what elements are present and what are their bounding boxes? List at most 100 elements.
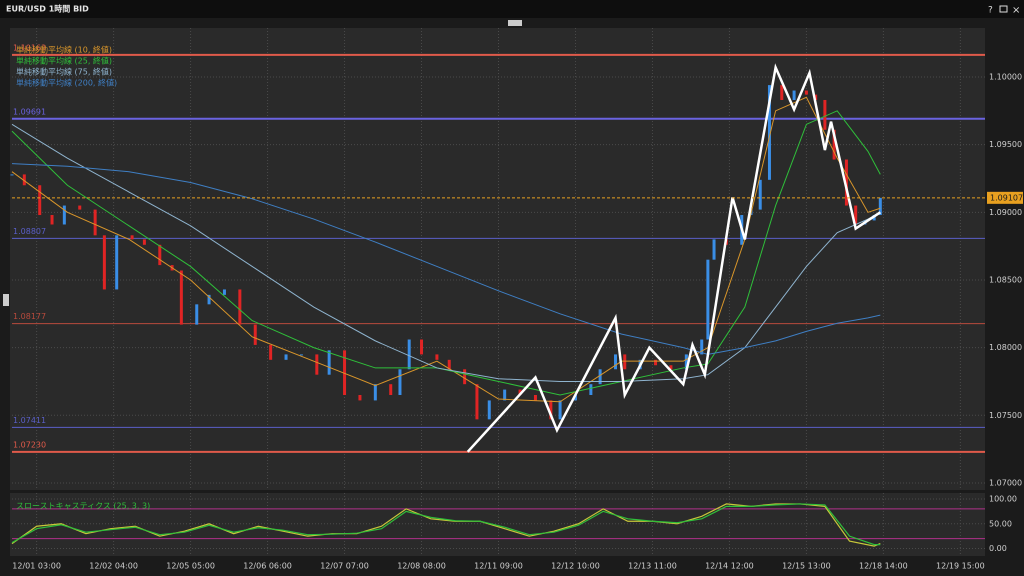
candle — [142, 239, 146, 245]
candle — [558, 400, 562, 420]
candle — [878, 197, 882, 216]
x-tick-label: 12/01 03:00 — [12, 562, 61, 571]
x-tick-label: 12/19 15:00 — [936, 562, 985, 571]
candle — [130, 235, 134, 240]
candle — [93, 209, 97, 236]
candle — [854, 205, 858, 225]
main-plot — [10, 28, 985, 490]
candle — [343, 350, 347, 396]
level-label: 1.08177 — [13, 312, 46, 321]
close-button[interactable]: × — [1012, 5, 1020, 16]
y-tick-label: 1.09500 — [989, 140, 1022, 149]
candle — [598, 369, 602, 385]
candle — [844, 159, 848, 206]
candle — [623, 354, 627, 370]
candle — [758, 179, 762, 210]
candle — [832, 129, 836, 160]
candle — [78, 205, 82, 210]
candle — [700, 339, 704, 355]
side-toggle[interactable] — [3, 294, 9, 306]
candle — [195, 304, 199, 325]
candle — [533, 395, 537, 401]
stoch-title: スローストキャスティクス (25, 3, 3) — [16, 502, 150, 511]
y-tick-label: 1.10000 — [989, 72, 1022, 81]
candle — [10, 174, 14, 176]
candle — [222, 289, 226, 295]
candle — [447, 359, 451, 370]
x-tick-label: 12/13 11:00 — [628, 562, 677, 571]
candle — [518, 389, 522, 396]
candle — [269, 344, 273, 360]
x-tick-label: 12/07 07:00 — [320, 562, 369, 571]
candle — [158, 244, 162, 266]
candle — [654, 359, 658, 366]
legend-label: 単純移動平均線 (25, 終値) — [16, 56, 112, 66]
candle — [22, 174, 26, 186]
level-label: 1.10163 — [13, 43, 46, 52]
candle — [475, 384, 479, 420]
level-label: 1.07230 — [13, 440, 46, 449]
current-price-box — [987, 191, 1023, 204]
moving-average-line — [11, 96, 881, 403]
window-title: EUR/USD 1時間 BID — [6, 4, 89, 14]
level-label: 1.07411 — [13, 416, 46, 425]
y-tick-label: 1.09000 — [989, 208, 1022, 217]
maximize-button[interactable] — [999, 5, 1008, 13]
y-tick-label: 100.00 — [989, 494, 1017, 503]
candle — [407, 339, 411, 370]
candle — [284, 354, 288, 360]
x-tick-label: 12/11 09:00 — [474, 562, 523, 571]
stoch-line — [11, 503, 881, 546]
candle — [780, 85, 784, 100]
candle — [614, 354, 618, 370]
title-bar — [0, 0, 1024, 18]
candle — [712, 239, 716, 260]
x-tick-label: 12/12 10:00 — [551, 562, 600, 571]
x-tick-label: 12/18 14:00 — [859, 562, 908, 571]
legend-label: 単純移動平均線 (75, 終値) — [16, 67, 112, 77]
candle — [792, 90, 796, 100]
candle — [238, 289, 242, 325]
candle — [115, 235, 119, 290]
candle — [420, 339, 424, 355]
candle — [62, 205, 66, 225]
candle — [823, 99, 827, 130]
candle — [503, 389, 507, 401]
candle — [398, 369, 402, 396]
zigzag-annotation — [466, 63, 881, 453]
candle — [814, 94, 818, 100]
candle — [38, 185, 42, 216]
candle — [435, 354, 439, 360]
chart-layer: 1.07000 1.07500 1.08000 1.08500 1.09000 1.095… — [10, 28, 1023, 571]
candle — [315, 354, 319, 375]
candle — [207, 294, 211, 305]
candle — [50, 215, 54, 225]
candle — [487, 400, 491, 420]
level-label: 1.09691 — [13, 107, 46, 116]
moving-average-line — [11, 110, 881, 396]
candle — [253, 324, 257, 345]
x-tick-label: 12/14 12:00 — [705, 562, 754, 571]
stoch-plot — [10, 493, 985, 556]
candle — [589, 384, 593, 396]
moving-average-line — [11, 123, 881, 382]
level-label: 1.08807 — [13, 227, 46, 236]
candle — [804, 90, 808, 95]
candle — [358, 395, 362, 401]
candle — [573, 395, 577, 401]
collapse-toggle[interactable] — [508, 20, 522, 26]
x-tick-label: 12/05 05:00 — [166, 562, 215, 571]
y-tick-label: 1.07500 — [989, 411, 1022, 420]
moving-average-line — [11, 163, 881, 355]
candle — [389, 384, 393, 396]
x-tick-label: 12/02 04:00 — [89, 562, 138, 571]
x-tick-label: 12/06 06:00 — [243, 562, 292, 571]
y-tick-label: 50.00 — [989, 519, 1012, 528]
y-tick-label: 0.00 — [989, 544, 1007, 553]
help-button[interactable]: ? — [988, 6, 993, 16]
candle — [299, 354, 303, 356]
candle — [669, 365, 673, 370]
legend-label: 単純移動平均線 (10, 終値) — [16, 45, 112, 55]
candle — [102, 235, 106, 290]
